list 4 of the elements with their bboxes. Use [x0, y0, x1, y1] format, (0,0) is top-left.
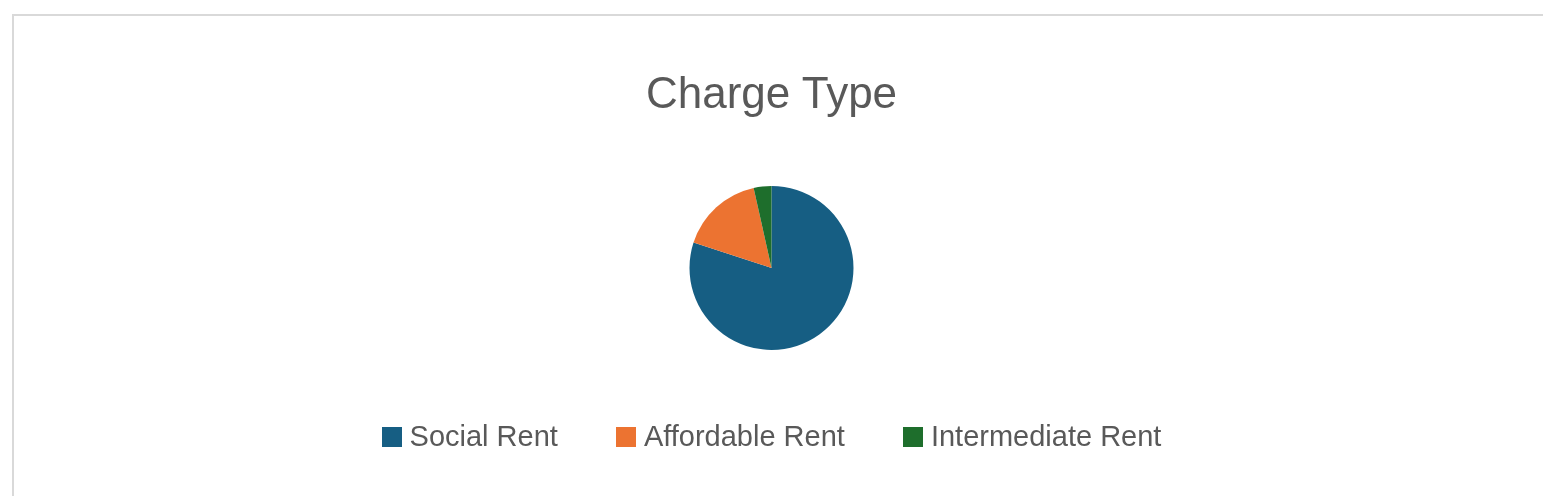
legend-label: Social Rent [409, 420, 558, 453]
legend-label: Affordable Rent [643, 420, 845, 453]
legend-label: Intermediate Rent [930, 420, 1162, 453]
chart-title: Charge Type [645, 67, 898, 117]
